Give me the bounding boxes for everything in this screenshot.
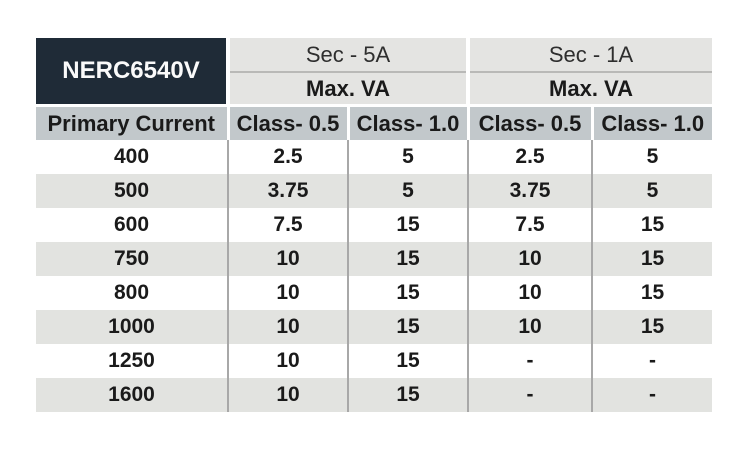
va-value-cell: 10	[467, 310, 592, 344]
va-value-cell: 10	[227, 242, 348, 276]
table-row: 750 10 15 10 15	[36, 242, 712, 276]
spec-table: NERC6540V Sec - 5A Sec - 1A Max. VA Max.…	[36, 38, 712, 412]
primary-current-header: Primary Current	[36, 105, 228, 140]
primary-current-cell: 1600	[36, 378, 228, 412]
va-value-cell: 5	[347, 174, 468, 208]
class-05-header-5a: Class- 0.5	[226, 105, 348, 140]
primary-current-cell: 1000	[36, 310, 228, 344]
va-value-cell: 15	[347, 344, 468, 378]
va-value-cell: -	[591, 378, 712, 412]
primary-current-cell: 750	[36, 242, 228, 276]
sec-1a-header: Sec - 1A	[466, 38, 712, 73]
va-value-cell: 15	[347, 208, 468, 242]
va-value-cell: 15	[591, 310, 712, 344]
va-value-cell: 15	[347, 242, 468, 276]
va-value-cell: 10	[467, 242, 592, 276]
va-value-cell: -	[467, 344, 592, 378]
class-10-header-5a: Class- 1.0	[346, 105, 468, 140]
table-row: 1250 10 15 - -	[36, 344, 712, 378]
va-value-cell: -	[591, 344, 712, 378]
va-value-cell: 7.5	[467, 208, 592, 242]
va-value-cell: 15	[347, 378, 468, 412]
table-row: 1000 10 15 10 15	[36, 310, 712, 344]
max-va-header-1a: Max. VA	[466, 72, 712, 107]
va-value-cell: 15	[347, 276, 468, 310]
va-value-cell: 15	[591, 208, 712, 242]
class-10-header-1a: Class- 1.0	[590, 105, 712, 140]
primary-current-cell: 500	[36, 174, 228, 208]
va-value-cell: 15	[591, 276, 712, 310]
va-value-cell: 10	[227, 344, 348, 378]
va-value-cell: 2.5	[467, 140, 592, 174]
va-value-cell: 10	[227, 378, 348, 412]
max-va-header-5a: Max. VA	[228, 72, 468, 107]
va-value-cell: 5	[347, 140, 468, 174]
va-value-cell: 2.5	[227, 140, 348, 174]
class-05-header-1a: Class- 0.5	[466, 105, 592, 140]
va-value-cell: 5	[591, 140, 712, 174]
va-value-cell: 7.5	[227, 208, 348, 242]
table-row: 500 3.75 5 3.75 5	[36, 174, 712, 208]
va-value-cell: 15	[347, 310, 468, 344]
max-va-row: Max. VA Max. VA	[36, 72, 712, 107]
primary-current-cell: 400	[36, 140, 228, 174]
primary-current-cell: 600	[36, 208, 228, 242]
va-value-cell: 10	[227, 276, 348, 310]
va-value-cell: -	[467, 378, 592, 412]
va-value-cell: 15	[591, 242, 712, 276]
va-value-cell: 10	[467, 276, 592, 310]
model-badge: NERC6540V	[36, 38, 230, 107]
primary-current-cell: 1250	[36, 344, 228, 378]
va-value-cell: 5	[591, 174, 712, 208]
va-value-cell: 3.75	[467, 174, 592, 208]
table-row: 800 10 15 10 15	[36, 276, 712, 310]
column-header-row: Primary Current Class- 0.5 Class- 1.0 Cl…	[36, 105, 712, 140]
table-row: 400 2.5 5 2.5 5	[36, 140, 712, 174]
va-value-cell: 10	[227, 310, 348, 344]
table-row: 600 7.5 15 7.5 15	[36, 208, 712, 242]
sec-5a-header: Sec - 5A	[228, 38, 468, 73]
spec-table-container: NERC6540V Sec - 5A Sec - 1A Max. VA Max.…	[36, 38, 712, 412]
group-header-row: NERC6540V Sec - 5A Sec - 1A	[36, 38, 712, 107]
table-row: 1600 10 15 - -	[36, 378, 712, 412]
va-value-cell: 3.75	[227, 174, 348, 208]
primary-current-cell: 800	[36, 276, 228, 310]
